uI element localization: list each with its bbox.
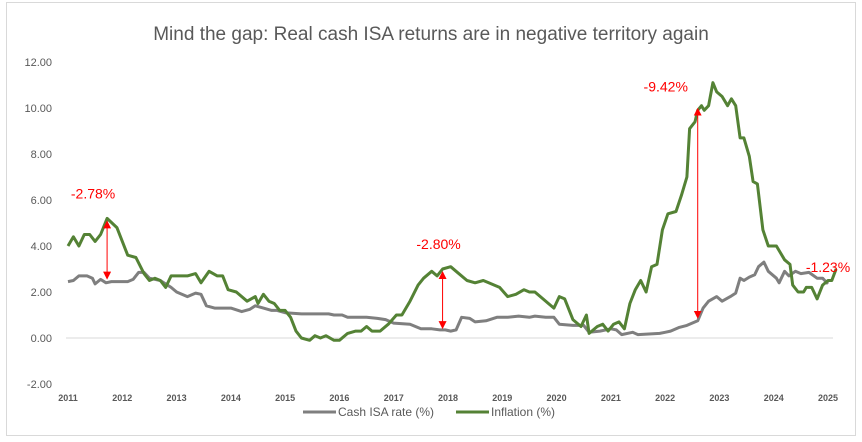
chart-frame [6, 2, 856, 436]
x-tick-label: 2014 [221, 393, 241, 403]
y-tick-label: 2.00 [31, 287, 52, 299]
x-tick-label: 2015 [275, 393, 295, 403]
x-tick-label: 2012 [112, 393, 132, 403]
gap-annotation-label: -9.42% [644, 79, 688, 95]
inflation-line [66, 81, 838, 342]
y-tick-label: -2.00 [27, 379, 52, 391]
y-tick-label: 10.00 [24, 103, 52, 115]
cash-isa-rate-line [67, 260, 830, 337]
y-tick-label: 6.00 [31, 195, 52, 207]
y-tick-label: 8.00 [31, 149, 52, 161]
x-tick-label: 2017 [384, 393, 404, 403]
gap-annotation-label: -2.78% [71, 185, 115, 201]
chart-title: Mind the gap: Real cash ISA returns are … [153, 24, 709, 45]
x-tick-label: 2023 [709, 393, 729, 403]
y-tick-label: 12.00 [24, 57, 52, 69]
y-tick-label: 0.00 [31, 333, 52, 345]
gap-annotation-label: -1.23% [806, 259, 850, 275]
x-tick-label: 2013 [167, 393, 187, 403]
x-tick-label: 2016 [329, 393, 349, 403]
x-tick-label: 2024 [764, 393, 784, 403]
legend-label-inflation: Inflation (%) [491, 405, 555, 419]
x-tick-label: 2022 [655, 393, 675, 403]
x-tick-label: 2019 [492, 393, 512, 403]
x-tick-label: 2011 [58, 393, 78, 403]
x-tick-label: 2021 [601, 393, 621, 403]
x-tick-label: 2025 [818, 393, 838, 403]
x-tick-label: 2020 [547, 393, 567, 403]
gap-annotation-label: -2.80% [416, 236, 460, 252]
y-tick-label: 4.00 [31, 241, 52, 253]
legend-label-cash-isa: Cash ISA rate (%) [338, 405, 434, 419]
x-tick-label: 2018 [438, 393, 458, 403]
